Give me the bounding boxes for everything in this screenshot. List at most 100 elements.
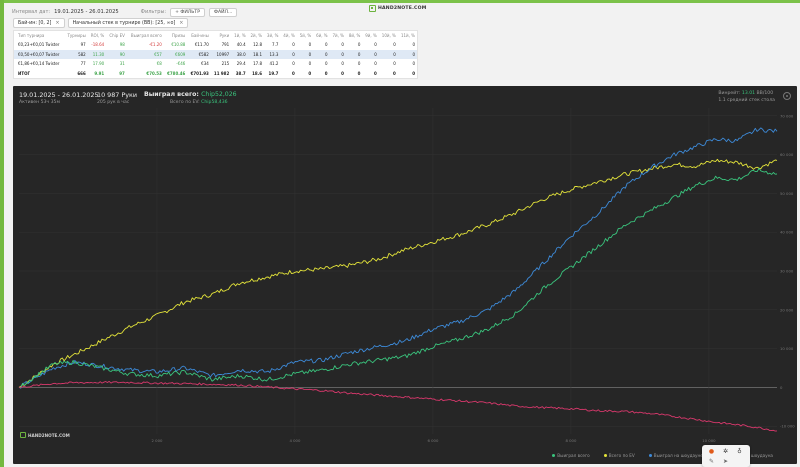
table-cell: 0	[393, 61, 396, 67]
winrate-line: Винрейт: 13.01 BB/100	[718, 91, 775, 96]
profit-graph[interactable]: 70 000 60 000 50 000 40 000 30 000 20 000 10 0…	[13, 86, 797, 464]
table-cell: 0	[393, 42, 396, 48]
microphone-icon[interactable]: ♁	[737, 448, 742, 455]
column-header[interactable]: 1й, %	[234, 33, 246, 38]
close-icon[interactable]: ×	[179, 20, 184, 26]
table-row[interactable]: €1,86+€0,14 Twister 77 17.90 31 €8 -€46 €34 215…	[14, 59, 417, 69]
column-header[interactable]: Выиграл всего	[130, 33, 162, 38]
column-header[interactable]: 9й, %	[365, 33, 377, 38]
y-tick-label: 70 000	[780, 113, 794, 118]
avg-stack: 1.1 средний стек стола	[718, 98, 775, 103]
table-cell: 9.91	[94, 70, 105, 76]
bug-icon[interactable]: ✲	[722, 448, 729, 455]
add-filter-button[interactable]: + ФИЛЬТР	[170, 7, 205, 17]
column-header[interactable]: 2й, %	[250, 33, 263, 38]
column-header[interactable]: ROI, %	[90, 33, 105, 38]
y-tick-label: -10 000	[780, 424, 795, 429]
close-icon[interactable]: ×	[55, 20, 60, 26]
table-cell: 0	[292, 61, 295, 67]
hands-per-hour: 205 рук в час	[97, 100, 130, 105]
column-header[interactable]: 6й, %	[316, 33, 328, 38]
table-cell: 0	[280, 49, 297, 59]
brand-logo: HAND2NOTE.COM	[369, 5, 426, 12]
legend-label: Выиграл на шоудауне	[653, 453, 703, 458]
table-cell: 19.7	[268, 70, 279, 76]
gear-icon[interactable]	[783, 92, 791, 100]
y-tick-label: 30 000	[780, 269, 794, 274]
y-tick-label: 20 000	[780, 307, 794, 312]
column-header[interactable]: Chip EV	[109, 33, 125, 38]
series-non-showdown-line	[18, 380, 778, 432]
table-cell: 0	[345, 49, 363, 59]
y-tick-label: 50 000	[780, 191, 794, 196]
file-button[interactable]: ФАЙЛ...	[208, 7, 238, 17]
column-header[interactable]: Тип турнира	[18, 33, 45, 38]
table-cell: 0	[308, 70, 312, 76]
table-row[interactable]: €0,23+€0,01 Twister 97 -18.64 98 -€1.20 €10.8…	[14, 40, 417, 50]
date-range-picker[interactable]: 19.01.2025 - 26.01.2025	[54, 9, 119, 15]
logo-icon	[20, 432, 26, 438]
column-header[interactable]: 3й, %	[266, 33, 279, 38]
filters-label: Фильтры:	[140, 9, 167, 15]
table-row[interactable]: €0,50+€0,07 Twister 582 11.30 90 €57 €609 €582…	[14, 49, 417, 59]
table-total-row[interactable]: ИТОГ 666 9.91 97 €70.53 €780.46 €701.93 11 982 3…	[14, 69, 417, 79]
graph-panel: 70 000 60 000 50 000 40 000 30 000 20 000 10 0…	[13, 86, 797, 464]
legend-dot	[603, 454, 607, 457]
table-cell: 7.7	[272, 42, 279, 48]
send-icon[interactable]: ➤	[722, 458, 729, 465]
table-cell: €1,86+€0,14 Twister	[18, 61, 60, 67]
x-tick-label: 8 000	[565, 438, 576, 443]
x-tick-label: 10 000	[702, 438, 716, 443]
legend-item-ev[interactable]: Всего по EV	[603, 453, 635, 458]
watermark-text: HAND2NOTE.COM	[28, 432, 70, 438]
legend-dot	[552, 454, 556, 457]
column-header[interactable]: 11й, %	[400, 33, 415, 38]
column-header[interactable]: 4й, %	[283, 33, 295, 38]
column-header[interactable]: Турниры	[67, 33, 86, 38]
stats-table: Тип турнира Турниры ROI, % Chip EV Выиграл в…	[13, 30, 418, 79]
table-cell: 791	[221, 42, 230, 48]
table-cell: €10.88	[171, 42, 186, 48]
table-cell: 0	[412, 70, 415, 76]
ev-value: Chip58,436	[201, 100, 228, 105]
table-cell: 0	[292, 42, 295, 48]
won-value: Chip52,026	[201, 91, 237, 98]
top-toolbar: Интервал дат: 19.01.2025 - 26.01.2025 Фи…	[12, 5, 238, 19]
column-header[interactable]: Бай-ины	[191, 33, 209, 38]
table-cell: 0	[325, 61, 328, 67]
table-cell: 0	[308, 61, 312, 67]
chart-icon[interactable]: ●	[708, 448, 715, 455]
table-cell: 38.7	[235, 70, 246, 76]
column-header[interactable]: Призы	[171, 33, 186, 38]
y-tick-label: 60 000	[780, 152, 794, 157]
column-header[interactable]: 10й, %	[381, 33, 396, 38]
panel-date-range: 19.01.2025 - 26.01.2025	[19, 91, 99, 99]
winrate-unit: BB/100	[756, 91, 774, 96]
table-cell: 17.90	[92, 61, 105, 67]
filter-chip-buyin[interactable]: Бай-ин: [0, 2] ×	[13, 18, 65, 28]
table-cell: 90	[106, 49, 127, 59]
table-cell: 0	[292, 70, 295, 76]
pencil-icon[interactable]: ✎	[708, 458, 715, 465]
table-cell: 0	[362, 49, 379, 59]
legend-dot	[648, 454, 652, 457]
hands-count: 10 987 Руки	[97, 91, 138, 99]
legend-item-won[interactable]: Выиграл всего	[552, 453, 590, 458]
table-cell: 13.3	[264, 49, 281, 59]
legend-item-showdown[interactable]: Выиграл на шоудауне	[648, 453, 703, 458]
column-header[interactable]: 8й, %	[348, 33, 361, 38]
total-ev: Всего по EV: Chip58,436	[170, 100, 228, 105]
table-cell: ИТОГ	[18, 70, 31, 76]
table-cell: €11.70	[194, 42, 209, 48]
table-cell: 0	[374, 42, 377, 48]
table-cell: €780.46	[167, 70, 186, 76]
column-header[interactable]: Руки	[219, 33, 230, 38]
filter-chip-start-stack[interactable]: Начальный стек в турнире (BB): [25, ∞o] …	[67, 18, 189, 28]
column-header[interactable]: 5й, %	[299, 33, 312, 38]
series-won-line	[18, 167, 778, 388]
table-cell: 0	[341, 42, 344, 48]
logo-icon	[369, 5, 376, 12]
table-cell: 0	[341, 61, 344, 67]
column-header[interactable]: 7й, %	[332, 33, 344, 38]
